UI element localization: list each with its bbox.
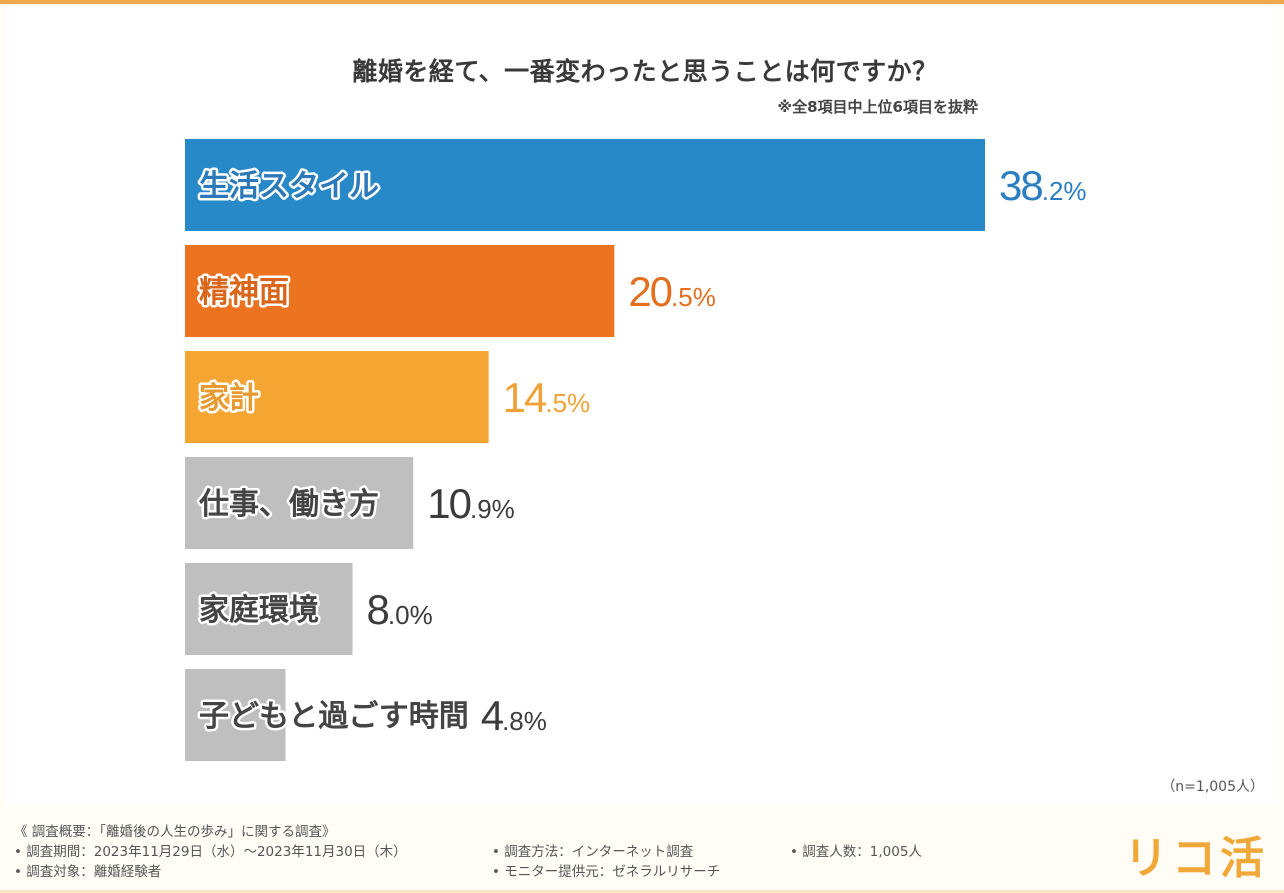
survey-count: • 調査人数：1,005人 <box>790 844 922 860</box>
bar-1 <box>185 245 615 337</box>
survey-overview-heading: 《 調査概要：「離婚後の人生の歩み」に関する調査》 <box>14 824 336 840</box>
survey-period: • 調査期間：2023年11月29日（水）～2023年11月30日（木） <box>14 844 407 860</box>
value-label: 8.0% <box>367 586 433 633</box>
bar-chart: 生活スタイル 38.2% 精神面 20.5% 家計 14.5% 仕事、働き方 10.9% 家庭環… <box>185 139 1087 761</box>
bar-2 <box>185 351 489 443</box>
category-label: 家計 <box>199 381 259 416</box>
category-label: 精神面 <box>199 275 289 310</box>
bar-4 <box>185 563 353 655</box>
value-label: 20.5% <box>628 268 716 315</box>
top-accent-bar <box>0 0 1284 4</box>
bar-5 <box>185 669 286 761</box>
sample-size-note: （n=1,005人） <box>1161 779 1264 795</box>
category-label: 子どもと過ごす時間 <box>199 699 469 734</box>
bar-0 <box>185 139 985 231</box>
category-label: 家庭環境 <box>199 593 319 628</box>
bar-3 <box>185 457 414 549</box>
value-label: 4.8% <box>481 692 547 739</box>
chart-title: 離婚を経て、一番変わったと思うことは何ですか？ <box>352 57 938 86</box>
category-label: 仕事、働き方 <box>198 487 379 522</box>
survey-method: • 調査方法：インターネット調査 <box>492 844 694 860</box>
value-label: 14.5% <box>503 374 591 421</box>
bottom-accent-bar <box>0 890 1284 893</box>
value-label: 38.2% <box>999 162 1087 209</box>
survey-target: • 調査対象：離婚経験者 <box>14 864 162 880</box>
survey-monitor-provider: • モニター提供元：ゼネラルリサーチ <box>492 864 721 880</box>
survey-footer: 《 調査概要：「離婚後の人生の歩み」に関する調査》 • 調査期間：2023年11… <box>0 814 1284 893</box>
category-label: 生活スタイル <box>199 169 379 204</box>
rikokatsu-logo: リコ活 <box>1124 833 1268 884</box>
chart-subtitle: ※全8項目中上位6項目を抜粋 <box>777 98 978 116</box>
value-label: 10.9% <box>427 480 515 527</box>
